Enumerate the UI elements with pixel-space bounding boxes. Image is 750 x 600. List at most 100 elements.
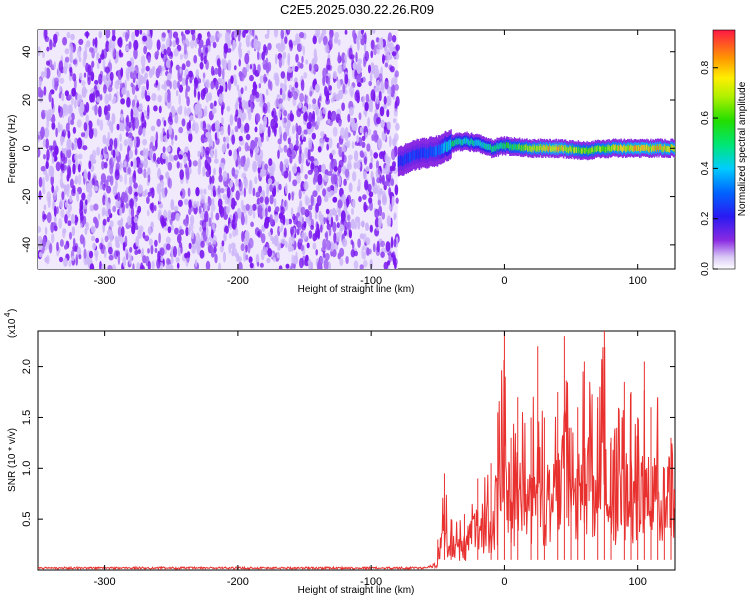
y-tick-label: -40	[21, 237, 33, 253]
trace-cell	[619, 145, 621, 152]
noise-blob	[337, 51, 341, 64]
noise-blob	[347, 78, 350, 87]
noise-blob	[90, 225, 96, 234]
noise-blob	[393, 238, 397, 248]
noise-blob	[395, 122, 400, 131]
noise-blob	[61, 191, 65, 201]
noise-blob	[125, 32, 129, 42]
noise-blob	[386, 109, 390, 118]
noise-blob	[141, 85, 147, 92]
noise-blob	[156, 118, 161, 127]
noise-blob	[64, 56, 70, 63]
noise-blob	[199, 226, 203, 232]
trace-cell	[472, 139, 474, 146]
noise-blob	[40, 165, 46, 172]
noise-blob	[345, 256, 349, 264]
trace-cell	[561, 144, 563, 151]
trace-cell	[403, 156, 405, 167]
noise-blob	[274, 214, 279, 223]
noise-blob	[338, 119, 342, 127]
noise-blob	[386, 121, 392, 131]
noise-blob	[196, 241, 200, 253]
trace-cell	[578, 147, 580, 154]
noise-blob	[308, 63, 312, 72]
trace-cell	[666, 146, 668, 152]
noise-blob	[344, 132, 349, 142]
noise-blob	[130, 108, 134, 121]
noise-blob	[177, 69, 180, 81]
noise-blob	[133, 157, 137, 170]
noise-blob	[149, 148, 154, 161]
trace-cell	[464, 137, 466, 144]
noise-blob	[133, 47, 138, 60]
trace-cell	[433, 147, 436, 158]
noise-blob	[381, 247, 386, 254]
trace-cell	[577, 145, 579, 152]
trace-cell	[519, 145, 521, 151]
noise-blob	[352, 30, 356, 39]
noise-blob	[188, 159, 192, 168]
trace-cell	[583, 147, 585, 154]
noise-blob	[381, 212, 386, 220]
noise-blob	[105, 113, 110, 121]
x-tick-label: 100	[629, 576, 647, 588]
noise-blob	[65, 122, 70, 133]
noise-blob	[150, 125, 156, 132]
noise-blob	[46, 149, 50, 161]
y-tick-label: 2.0	[21, 359, 33, 374]
noise-blob	[58, 60, 64, 72]
noise-blob	[166, 59, 171, 69]
noise-blob	[177, 80, 180, 89]
noise-blob	[326, 143, 330, 151]
noise-blob	[170, 199, 175, 211]
noise-blob	[134, 110, 139, 120]
noise-blob	[273, 125, 277, 137]
noise-blob	[207, 32, 212, 40]
noise-blob	[356, 74, 362, 85]
noise-blob	[212, 185, 216, 194]
noise-blob	[50, 174, 54, 186]
noise-blob	[82, 57, 87, 68]
noise-blob	[205, 226, 209, 237]
noise-blob	[360, 77, 364, 84]
trace-cell	[667, 145, 669, 152]
noise-blob	[121, 226, 125, 238]
noise-blob	[373, 44, 377, 56]
noise-blob	[258, 185, 262, 194]
noise-blob	[304, 147, 308, 159]
noise-blob	[354, 216, 361, 223]
trace-cell	[564, 145, 566, 151]
noise-blob	[300, 163, 304, 174]
trace-cell	[489, 144, 491, 151]
trace-cell	[468, 139, 470, 146]
noise-blob	[154, 247, 158, 254]
noise-blob	[263, 220, 269, 229]
trace-cell	[593, 147, 595, 154]
noise-blob	[141, 247, 144, 257]
noise-blob	[166, 79, 171, 87]
noise-blob	[185, 85, 191, 92]
noise-blob	[67, 94, 72, 100]
noise-blob	[249, 74, 254, 82]
noise-blob	[46, 113, 51, 122]
noise-blob	[394, 184, 399, 196]
noise-blob	[248, 179, 253, 191]
trace-cell	[536, 145, 538, 152]
noise-blob	[391, 252, 394, 258]
noise-blob	[199, 249, 205, 259]
noise-blob	[44, 30, 48, 40]
noise-blob	[223, 43, 229, 54]
noise-blob	[314, 83, 320, 93]
noise-blob	[289, 266, 293, 269]
noise-blob	[347, 113, 351, 123]
noise-blob	[244, 213, 248, 226]
noise-blob	[245, 133, 251, 141]
x-tick-label: -200	[227, 275, 249, 287]
noise-blob	[109, 220, 114, 228]
noise-blob	[319, 109, 323, 117]
noise-blob	[142, 138, 148, 146]
noise-blob	[122, 256, 127, 268]
noise-blob	[136, 262, 141, 269]
